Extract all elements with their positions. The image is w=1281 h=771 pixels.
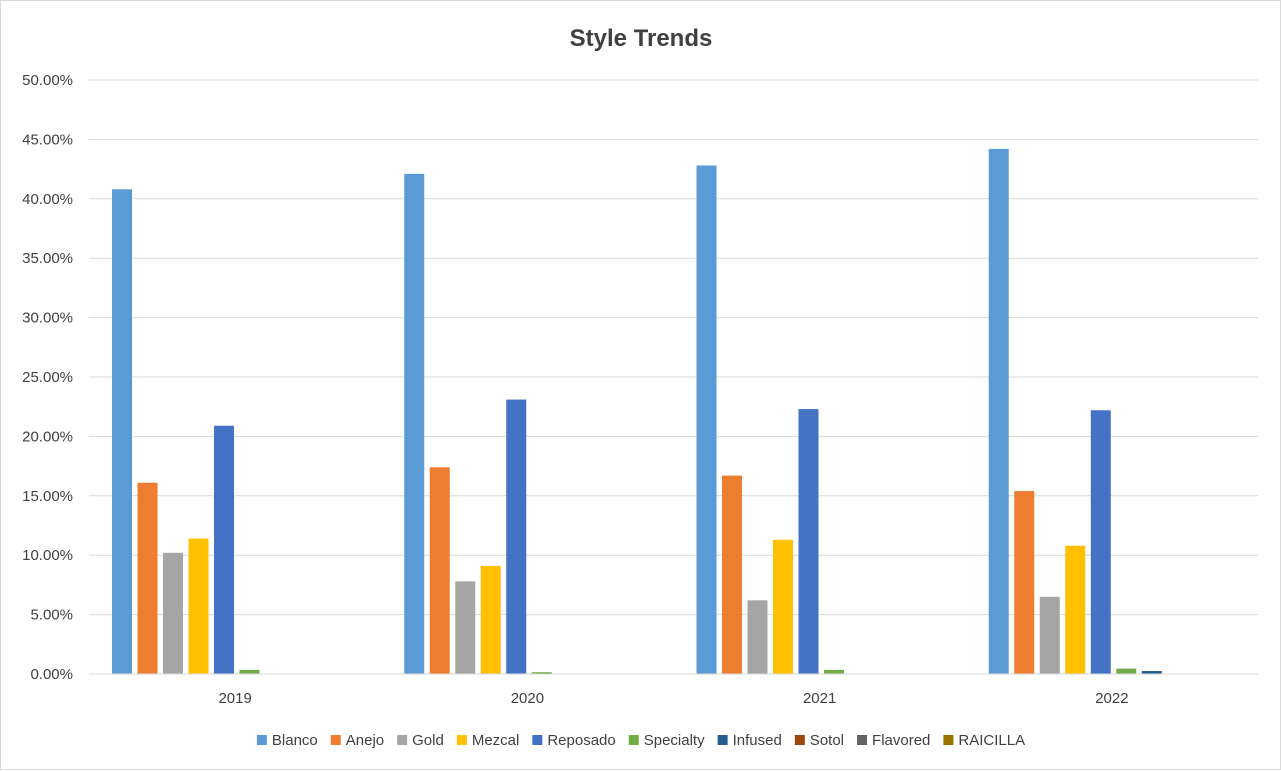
x-tick-label: 2022 <box>1095 690 1128 707</box>
bar-blanco-2019 <box>112 189 132 674</box>
bar-anejo-2022 <box>1014 491 1035 674</box>
bar-mezcal-2019 <box>188 538 209 674</box>
bar-mezcal-2020 <box>480 565 501 674</box>
y-tick-label: 25.00% <box>22 369 73 386</box>
x-axis-tick-labels: 2019 2020 2021 2022 <box>218 690 1128 707</box>
legend-item-raicilla: RAICILLA <box>943 732 1025 749</box>
bar-mezcal-2021 <box>773 539 793 674</box>
bar-infused-2022 <box>1141 671 1162 674</box>
y-tick-label: 5.00% <box>30 607 73 624</box>
legend: Blanco Anejo Gold Mezcal Reposado Specialty In… <box>256 732 1025 749</box>
legend-swatch <box>628 735 639 745</box>
bar-blanco-2022 <box>988 148 1009 675</box>
legend-swatch <box>794 735 805 745</box>
bar-specialty-2021 <box>824 669 844 674</box>
legend-label: Specialty <box>644 732 705 749</box>
legend-item-infused: Infused <box>717 732 782 749</box>
legend-swatch <box>943 735 954 745</box>
bar-reposado-2021 <box>798 409 819 674</box>
legend-label: Blanco <box>272 732 318 749</box>
y-axis-tick-labels: 0.00% 5.00% 10.00% 15.00% 20.00% 25.00% 30.00%… <box>22 72 73 683</box>
legend-label: Infused <box>733 732 782 749</box>
bars <box>112 148 1162 675</box>
legend-swatch <box>330 735 341 745</box>
legend-item-sotol: Sotol <box>794 732 844 749</box>
legend-swatch <box>456 735 467 745</box>
legend-swatch <box>717 735 728 745</box>
bar-reposado-2020 <box>506 399 527 674</box>
y-tick-label: 10.00% <box>22 547 73 564</box>
legend-swatch <box>397 735 408 745</box>
legend-label: RAICILLA <box>958 732 1025 749</box>
bar-gold-2021 <box>747 600 768 674</box>
bar-blanco-2020 <box>404 173 425 675</box>
legend-swatch <box>532 735 543 745</box>
legend-label: Mezcal <box>472 732 520 749</box>
bar-mezcal-2022 <box>1065 545 1086 674</box>
legend-item-reposado: Reposado <box>532 732 616 749</box>
bar-specialty-2022 <box>1116 668 1137 674</box>
bar-gold-2019 <box>163 552 183 674</box>
x-tick-label: 2020 <box>511 690 544 707</box>
y-tick-label: 15.00% <box>22 488 73 505</box>
legend-label: Flavored <box>872 732 930 749</box>
bar-anejo-2020 <box>429 467 450 674</box>
y-tick-label: 45.00% <box>22 131 73 148</box>
legend-swatch <box>857 735 868 745</box>
gridlines <box>89 79 1258 616</box>
y-tick-label: 20.00% <box>22 428 73 445</box>
bar-anejo-2019 <box>137 482 158 674</box>
legend-label: Sotol <box>810 732 844 749</box>
bar-reposado-2019 <box>214 425 234 674</box>
chart-title: Style Trends <box>570 25 713 52</box>
bar-specialty-2019 <box>239 669 260 674</box>
legend-item-flavored: Flavored <box>857 732 930 749</box>
x-tick-label: 2021 <box>803 690 836 707</box>
legend-item-mezcal: Mezcal <box>456 732 520 749</box>
legend-item-anejo: Anejo <box>330 732 384 749</box>
bar-blanco-2021 <box>696 165 717 674</box>
legend-item-specialty: Specialty <box>628 732 705 749</box>
y-tick-label: 30.00% <box>22 310 73 327</box>
legend-label: Gold <box>412 732 444 749</box>
bar-gold-2020 <box>455 581 476 674</box>
bar-gold-2022 <box>1039 596 1060 674</box>
x-tick-label: 2019 <box>218 690 251 707</box>
legend-label: Reposado <box>547 732 615 749</box>
y-tick-label: 35.00% <box>22 250 73 267</box>
bar-specialty-2020 <box>531 672 552 674</box>
legend-item-blanco: Blanco <box>256 732 318 749</box>
y-tick-label: 40.00% <box>22 191 73 208</box>
y-tick-label: 50.00% <box>22 72 73 89</box>
bar-anejo-2021 <box>722 475 742 674</box>
y-tick-label: 0.00% <box>30 666 73 683</box>
legend-label: Anejo <box>346 732 384 749</box>
legend-item-gold: Gold <box>397 732 444 749</box>
legend-swatch <box>256 735 267 745</box>
bar-reposado-2022 <box>1090 410 1111 674</box>
